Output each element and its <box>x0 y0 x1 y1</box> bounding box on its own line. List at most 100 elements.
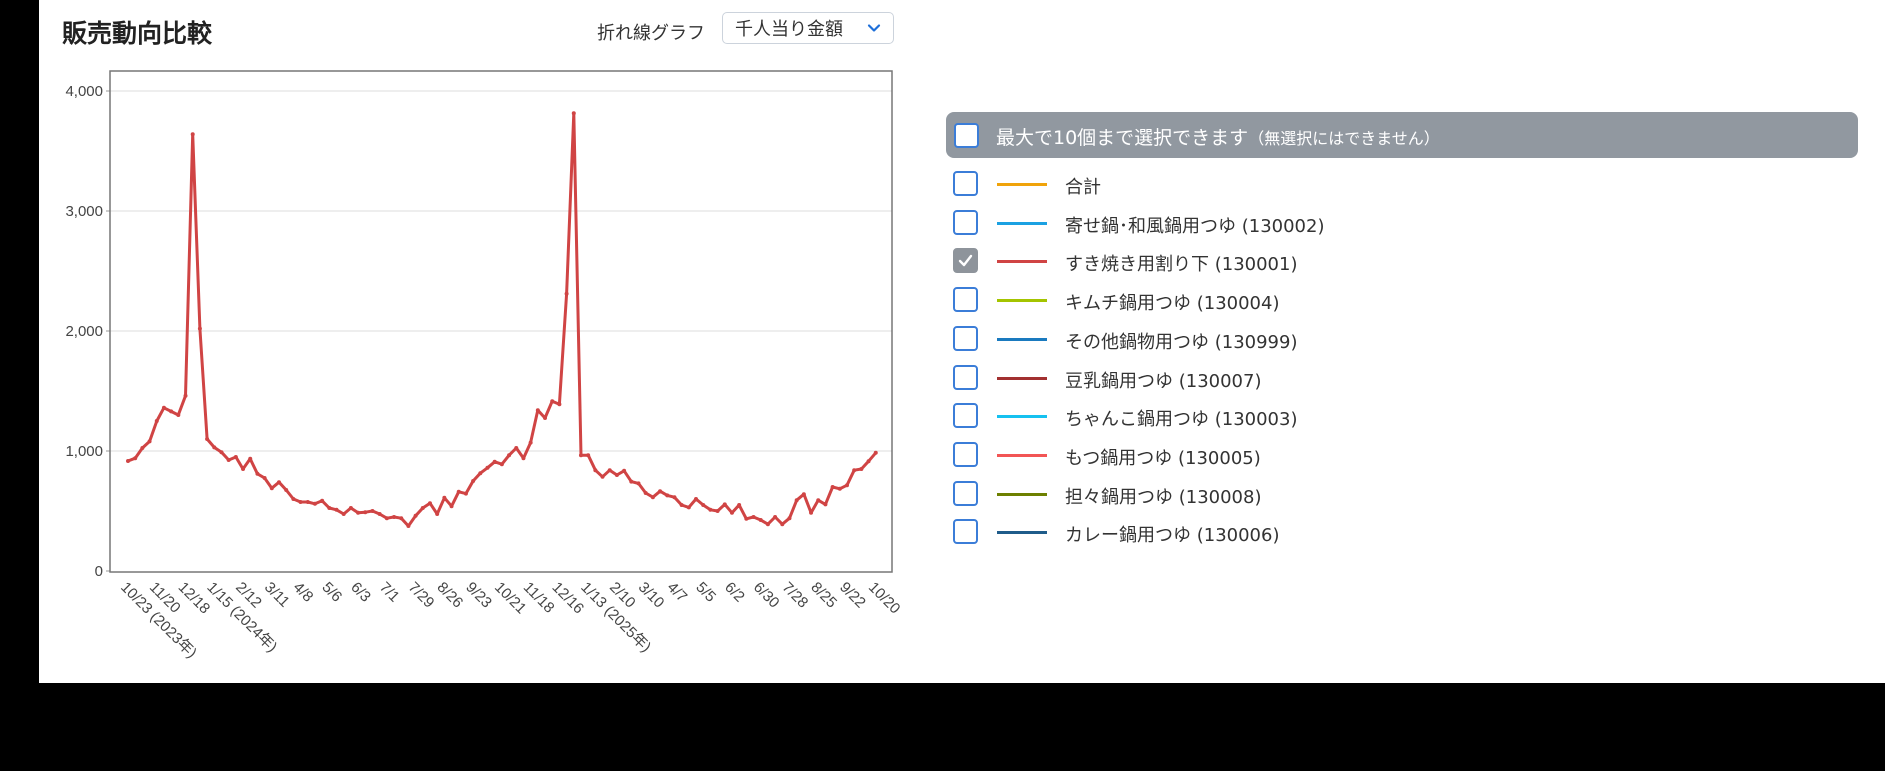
data-point[interactable] <box>435 512 440 516</box>
data-point[interactable] <box>205 437 210 441</box>
data-point[interactable] <box>219 450 224 455</box>
legend-item[interactable]: その他鍋物用つゆ (130999) <box>953 324 1553 354</box>
data-point[interactable] <box>348 506 353 510</box>
data-point[interactable] <box>809 510 814 515</box>
data-point[interactable] <box>715 509 720 513</box>
data-point[interactable] <box>823 502 828 507</box>
data-point[interactable] <box>478 471 483 476</box>
series-checkbox[interactable] <box>953 248 978 274</box>
data-point[interactable] <box>327 506 332 510</box>
metric-select[interactable]: 千人当り金額 <box>722 12 894 44</box>
data-point[interactable] <box>521 456 526 461</box>
data-point[interactable] <box>837 486 842 491</box>
data-point[interactable] <box>341 512 346 516</box>
data-point[interactable] <box>694 497 699 501</box>
data-point[interactable] <box>197 326 202 331</box>
legend-item[interactable]: 豆乳鍋用つゆ (130007) <box>953 363 1553 393</box>
data-point[interactable] <box>305 500 310 504</box>
data-point[interactable] <box>758 518 763 522</box>
data-point[interactable] <box>499 462 504 467</box>
legend-item[interactable]: もつ鍋用つゆ (130005) <box>953 440 1553 470</box>
data-point[interactable] <box>571 111 576 116</box>
series-checkbox[interactable] <box>953 403 978 429</box>
data-point[interactable] <box>370 509 375 513</box>
data-point[interactable] <box>399 516 404 521</box>
data-point[interactable] <box>845 483 849 488</box>
legend-item[interactable]: 担々鍋用つゆ (130008) <box>953 479 1553 509</box>
data-point[interactable] <box>226 458 231 462</box>
data-point[interactable] <box>392 515 397 519</box>
data-point[interactable] <box>463 491 468 496</box>
data-point[interactable] <box>816 498 821 503</box>
data-point[interactable] <box>622 468 627 473</box>
data-point[interactable] <box>334 507 339 512</box>
data-point[interactable] <box>737 503 742 507</box>
data-point[interactable] <box>801 492 806 497</box>
data-point[interactable] <box>356 510 361 515</box>
data-point[interactable] <box>528 440 533 445</box>
data-point[interactable] <box>665 493 670 498</box>
data-point[interactable] <box>176 413 181 417</box>
data-point[interactable] <box>751 515 756 519</box>
data-point[interactable] <box>154 419 159 423</box>
data-point[interactable] <box>650 495 655 500</box>
data-point[interactable] <box>780 522 785 527</box>
data-point[interactable] <box>276 480 281 485</box>
data-point[interactable] <box>291 497 296 501</box>
legend-item[interactable]: ちゃんこ鍋用つゆ (130003) <box>953 401 1553 431</box>
data-point[interactable] <box>241 467 246 471</box>
data-point[interactable] <box>765 522 770 527</box>
data-point[interactable] <box>773 515 778 519</box>
data-point[interactable] <box>427 501 432 506</box>
data-point[interactable] <box>363 510 368 515</box>
data-point[interactable] <box>262 476 267 480</box>
data-point[interactable] <box>298 500 303 504</box>
data-point[interactable] <box>169 409 174 414</box>
data-point[interactable] <box>248 456 253 461</box>
data-point[interactable] <box>729 510 734 515</box>
data-point[interactable] <box>593 468 598 473</box>
data-point[interactable] <box>535 408 540 413</box>
data-point[interactable] <box>629 479 634 484</box>
data-point[interactable] <box>420 506 425 510</box>
data-point[interactable] <box>873 450 878 455</box>
data-point[interactable] <box>586 453 591 458</box>
data-point[interactable] <box>564 291 569 296</box>
series-checkbox[interactable] <box>953 480 978 506</box>
legend-item[interactable]: 合計 <box>953 169 1553 199</box>
data-point[interactable] <box>471 479 476 483</box>
data-point[interactable] <box>320 498 325 503</box>
data-point[interactable] <box>212 445 217 450</box>
data-point[interactable] <box>708 507 713 512</box>
series-checkbox[interactable] <box>953 209 978 235</box>
series-checkbox[interactable] <box>953 287 978 313</box>
data-point[interactable] <box>161 405 166 410</box>
data-point[interactable] <box>485 465 490 470</box>
data-point[interactable] <box>507 453 512 458</box>
data-point[interactable] <box>456 489 461 494</box>
data-point[interactable] <box>614 473 619 477</box>
data-point[interactable] <box>658 489 663 494</box>
data-point[interactable] <box>852 468 857 473</box>
data-point[interactable] <box>126 458 130 463</box>
data-point[interactable] <box>543 416 548 420</box>
data-point[interactable] <box>636 481 641 486</box>
legend-item[interactable]: すき焼き用割り下 (130001) <box>953 246 1553 276</box>
series-checkbox[interactable] <box>953 171 978 196</box>
data-point[interactable] <box>377 512 382 516</box>
data-point[interactable] <box>701 503 706 507</box>
data-point[interactable] <box>140 446 145 450</box>
series-checkbox[interactable] <box>953 441 978 467</box>
data-point[interactable] <box>787 516 792 521</box>
data-point[interactable] <box>866 459 871 464</box>
data-point[interactable] <box>284 488 289 492</box>
legend-item[interactable]: 寄せ鍋･和風鍋用つゆ (130002) <box>953 208 1553 238</box>
data-point[interactable] <box>133 456 138 461</box>
data-point[interactable] <box>384 516 389 521</box>
data-point[interactable] <box>147 439 152 444</box>
data-point[interactable] <box>722 502 727 507</box>
data-point[interactable] <box>442 495 447 500</box>
data-point[interactable] <box>679 503 684 507</box>
series-checkbox[interactable] <box>953 519 978 545</box>
data-point[interactable] <box>413 513 418 518</box>
